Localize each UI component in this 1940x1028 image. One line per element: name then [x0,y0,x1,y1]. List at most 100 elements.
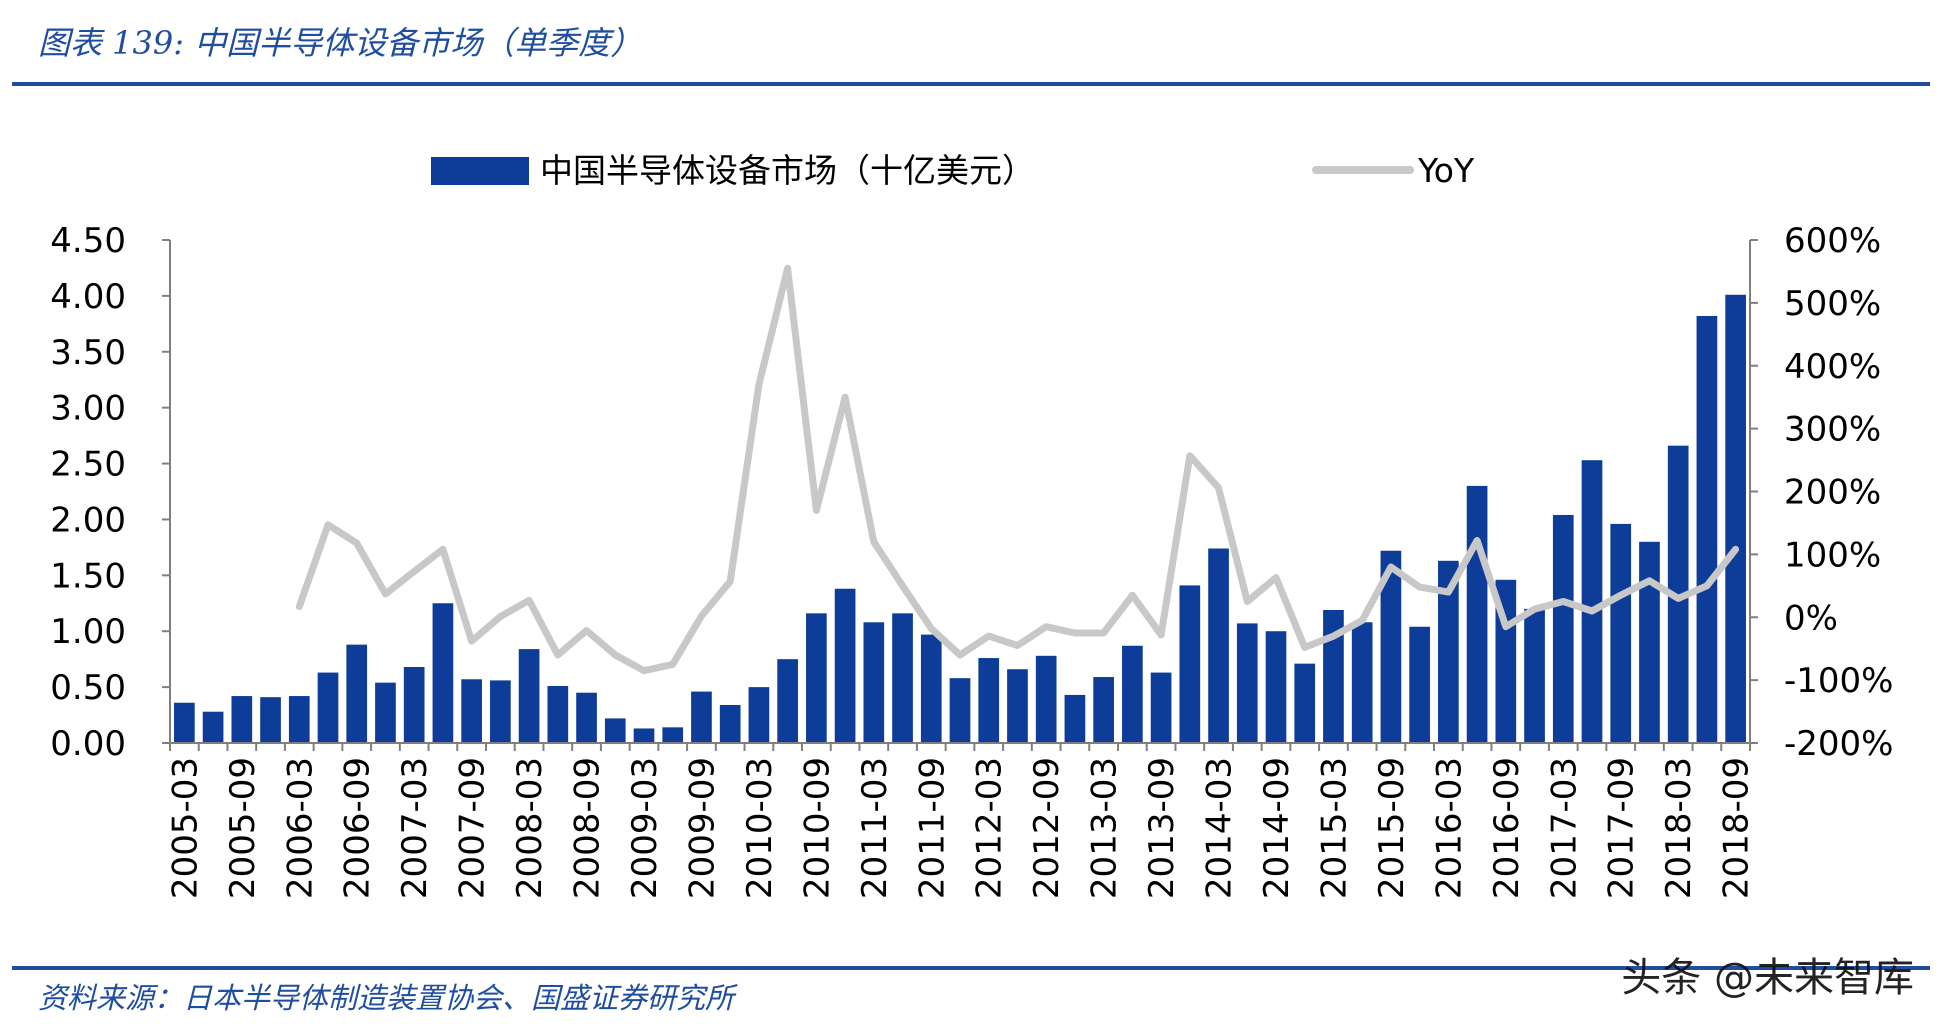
bar [691,691,712,743]
bar [834,588,856,743]
bar [633,728,655,743]
bar [432,603,454,743]
x-tick-label: 2011-09 [912,757,952,899]
bar [518,649,540,743]
x-tick-label: 2016-03 [1429,757,1469,899]
bar [1696,316,1718,743]
x-tick-label: 2014-09 [1257,757,1297,899]
x-tick-label: 2014-03 [1200,757,1240,899]
y-tick-label: 0.50 [50,668,126,708]
y2-tick-label: 100% [1784,535,1881,575]
bar [576,692,597,743]
bar [1725,294,1746,743]
bar [1035,655,1057,743]
y2-tick-label: 300% [1784,410,1881,450]
bar [461,679,482,743]
bar [1179,585,1201,743]
legend-line-label: YoY [1417,151,1475,190]
bar [949,678,971,743]
y-tick-label: 1.50 [50,556,126,596]
x-tick-label: 2009-03 [625,757,665,899]
legend-bar-swatch [431,157,529,185]
y2-tick-label: 600% [1784,221,1881,261]
bar [260,697,281,743]
y-tick-label: 3.50 [50,333,126,373]
x-tick-label: 2012-09 [1027,757,1067,899]
x-tick-label: 2006-09 [338,757,378,899]
x-tick-label: 2015-03 [1314,757,1354,899]
bar [1438,560,1459,743]
bar [777,659,798,743]
bar [1581,460,1603,743]
x-tick-label: 2016-09 [1487,757,1527,899]
watermark: 头条 @未来智库 [1621,955,1914,1001]
bar [403,666,425,743]
footer-rule [12,966,1930,970]
bar [1466,485,1488,743]
bar [806,613,827,743]
bar [202,711,224,743]
x-tick-label: 2006-03 [280,757,320,899]
y-tick-label: 0.00 [50,724,126,764]
bar [1150,672,1172,743]
x-tick-label: 2013-09 [1142,757,1182,899]
x-tick-label: 2007-09 [453,757,493,899]
bar [375,682,396,743]
x-tick-label: 2011-03 [855,757,895,899]
y-tick-label: 4.00 [50,277,126,317]
bar [346,644,368,743]
x-tick-label: 2007-03 [395,757,435,899]
bar [1610,523,1632,743]
bar [1064,694,1086,743]
x-tick-label: 2017-09 [1602,757,1642,899]
bar [662,727,684,743]
bar [892,613,913,743]
x-tick-label: 2013-03 [1085,757,1125,899]
bar [317,672,339,743]
bar [1351,622,1373,743]
x-tick-label: 2012-03 [970,757,1010,899]
bar [1552,514,1574,743]
bar [1409,626,1430,743]
y2-tick-label: 500% [1784,284,1881,324]
x-tick-label: 2017-03 [1544,757,1584,899]
bar [920,634,942,743]
title-rule [12,82,1930,86]
bar [1294,663,1316,743]
x-tick-label: 2018-09 [1717,757,1757,899]
y2-tick-label: -200% [1784,724,1893,764]
x-tick-label: 2009-09 [682,757,722,899]
x-tick-label: 2005-09 [223,757,263,899]
bar [978,658,1000,743]
x-tick-label: 2008-09 [568,757,608,899]
bar [748,687,770,743]
bar [1236,623,1258,743]
bar [604,718,626,743]
legend-bar-label: 中国半导体设备市场（十亿美元） [540,151,1035,190]
bar [547,685,569,743]
bar [863,622,885,743]
x-tick-label: 2010-09 [797,757,837,899]
x-tick-label: 2008-03 [510,757,550,899]
bar [490,680,511,743]
bar [1323,609,1344,743]
bar [1380,550,1402,743]
y-tick-label: 2.00 [50,500,126,540]
bar [1639,541,1660,743]
y-tick-label: 3.00 [50,389,126,429]
bar [1122,645,1143,743]
y-tick-label: 2.50 [50,445,126,485]
x-tick-label: 2010-03 [740,757,780,899]
x-tick-label: 2018-03 [1659,757,1699,899]
chart: 0.00 0.50 1.00 1.50 2.00 2.50 3.00 3.50 4.00 4.50… [50,151,1893,899]
source-note: 资料来源：日本半导体制造装置协会、国盛证券研究所 [38,981,735,1015]
x-tick-label: 2015-09 [1372,757,1412,899]
bar [1524,608,1545,743]
y2-tick-label: 200% [1784,473,1881,513]
y2-tick-label: 400% [1784,347,1881,387]
y-tick-label: 1.00 [50,612,126,652]
bar [288,696,310,743]
bar [1093,677,1114,743]
yoy-line [295,264,1740,675]
x-tick-label: 2005-03 [165,757,205,899]
